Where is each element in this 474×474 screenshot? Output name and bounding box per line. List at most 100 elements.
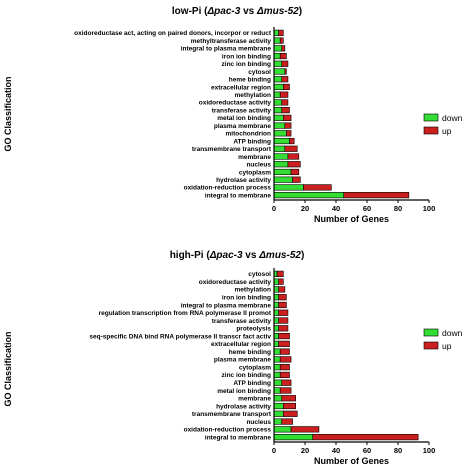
bar-down (273, 168, 292, 176)
bar-up (279, 371, 290, 379)
bar-up (279, 356, 292, 363)
bar-up (282, 402, 296, 410)
bar-down (273, 356, 281, 363)
bar-up (278, 332, 290, 340)
bar-up (281, 379, 292, 386)
x-tick-label: 0 (272, 204, 276, 213)
bar-up (278, 278, 284, 285)
bar-down (273, 371, 281, 379)
x-axis-label: Number of Genes (314, 214, 389, 224)
category-label: hydrolase activity (216, 403, 271, 410)
bar-up (286, 130, 292, 137)
category-label: cytoplasm (239, 169, 271, 176)
bar-up (284, 68, 287, 75)
bar-down (273, 107, 283, 114)
category-label: mitochondrion (226, 131, 272, 138)
category-label: extracellular region (211, 341, 271, 348)
bar-down (273, 153, 289, 160)
category-label: cytoplasm (239, 364, 271, 371)
category-label: iron ion binding (222, 295, 271, 302)
legend-swatch-up (423, 126, 439, 135)
category-label: seq-specific DNA bind RNA polymerase II … (89, 333, 271, 340)
bar-down (273, 434, 314, 441)
bar-up (343, 192, 410, 199)
legend-label-up: up (442, 341, 452, 351)
bar-down (273, 145, 286, 152)
x-tick-label: 20 (301, 204, 309, 213)
bar-down (273, 317, 279, 324)
bar-down (273, 286, 279, 293)
bar-down (273, 91, 281, 98)
category-label: oxidation-reduction process (184, 185, 272, 192)
bar-up (282, 114, 292, 121)
bar-up (282, 83, 290, 91)
category-label: metal ion binding (217, 388, 271, 395)
bar-down (273, 278, 279, 285)
category-label: metal ion binding (217, 115, 271, 122)
bar-up (303, 184, 332, 191)
x-tick-label: 60 (363, 204, 371, 213)
bar-up (281, 45, 286, 52)
bar-down (273, 29, 279, 36)
x-tick-label: 40 (332, 446, 340, 455)
x-tick-label: 20 (301, 446, 309, 455)
bar-up (276, 270, 284, 277)
bar-down (273, 301, 279, 309)
bar-down (273, 294, 279, 301)
bar-down (273, 114, 284, 121)
bar-down (273, 410, 284, 417)
bar-down (273, 68, 286, 75)
bar-up (284, 145, 298, 152)
bar-up (279, 52, 287, 60)
bar-up (287, 161, 301, 168)
bar-up (281, 60, 289, 67)
x-tick-label: 40 (332, 204, 340, 213)
category-label: methyltransferase activity (191, 38, 272, 45)
bar-up (279, 91, 289, 98)
category-label: methylation (235, 287, 272, 294)
x-tick-label: 60 (363, 446, 371, 455)
bar-up (278, 294, 287, 301)
chart-title: high-Pi (Δpac-3 vs Δmus-52) (170, 250, 305, 261)
bar-down (273, 332, 279, 340)
bar-down (273, 348, 281, 355)
x-tick-label: 0 (272, 446, 276, 455)
legend-swatch-down (423, 113, 439, 122)
bar-up (282, 410, 298, 417)
category-label: ATP binding (233, 138, 271, 145)
bar-up (279, 364, 290, 371)
category-label: heme binding (229, 77, 271, 84)
bar-down (273, 418, 283, 425)
legend-label-down: down (442, 328, 463, 338)
category-label: transmembrane transport (192, 411, 272, 418)
category-label: proteolysis (236, 326, 271, 333)
category-label: zinc ion binding (222, 372, 271, 379)
category-label: integral to membrane (205, 192, 271, 199)
bar-down (273, 45, 283, 52)
category-label: transmembrane transport (192, 146, 272, 153)
bar-up (278, 29, 284, 36)
category-label: membrane (238, 396, 271, 403)
category-label: nucleus (246, 162, 271, 169)
category-label: extracellular region (211, 84, 271, 91)
bar-down (273, 379, 283, 386)
x-tick-label: 80 (394, 446, 402, 455)
bar-down (273, 176, 293, 183)
x-axis-label: Number of Genes (314, 456, 389, 466)
bar-down (273, 387, 281, 394)
bar-up (292, 176, 301, 183)
bar-up (290, 426, 320, 433)
bar-up (279, 37, 284, 44)
category-label: iron ion binding (222, 53, 271, 60)
bar-up (289, 137, 295, 145)
bar-up (278, 309, 289, 316)
category-label: transferase activity (212, 107, 272, 114)
category-label: cytosol (248, 69, 271, 76)
bar-up (290, 168, 300, 176)
legend-label-up: up (442, 126, 452, 136)
chart-title: low-Pi (Δpac-3 vs Δmus-52) (172, 6, 302, 17)
category-label: oxidoreductase act, acting on paired don… (74, 30, 272, 37)
bar-down (273, 325, 279, 332)
bar-up (278, 286, 286, 293)
